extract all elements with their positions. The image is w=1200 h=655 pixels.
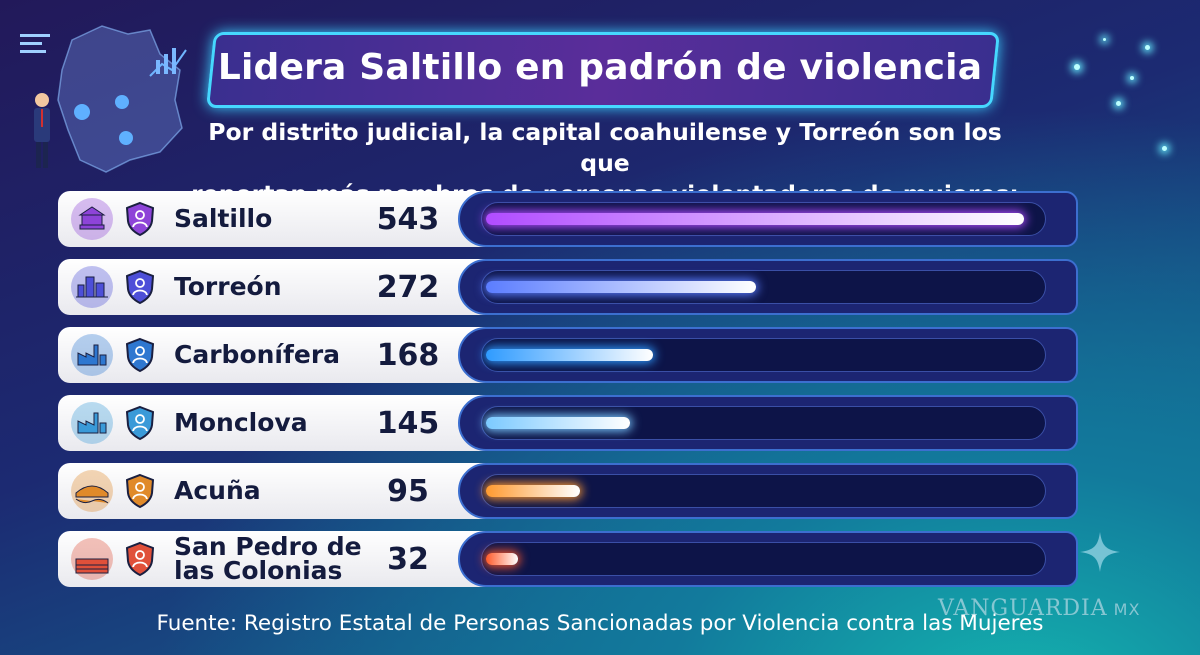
shield-person-icon xyxy=(124,405,156,441)
field-icon xyxy=(70,537,114,581)
watermark-text: VANGUARDIA xyxy=(938,596,1108,621)
value-label: 32 xyxy=(387,541,429,577)
bar xyxy=(486,281,756,293)
chart-row: Saltillo 543 xyxy=(58,191,1078,247)
factory-icon xyxy=(70,401,114,445)
category-label: Saltillo xyxy=(174,191,272,247)
category-label-line: Monclova xyxy=(174,408,308,437)
category-label-line: Carbonífera xyxy=(174,340,341,369)
category-label: Carbonífera xyxy=(174,327,340,383)
category-label: Acuña xyxy=(174,463,261,519)
category-label-line: Saltillo xyxy=(174,204,273,233)
value-label: 95 xyxy=(387,473,429,509)
chart-row: San Pedro de las Colonias 32 xyxy=(58,531,1078,587)
star-decoration xyxy=(1130,76,1134,80)
watermark-logo: VANGUARDIA MX xyxy=(938,596,1140,621)
category-label-line: las Colonias xyxy=(174,556,343,585)
bar xyxy=(486,485,581,497)
bar-track xyxy=(481,338,1046,372)
watermark-suffix: MX xyxy=(1113,600,1141,619)
bar xyxy=(486,553,518,565)
shield-person-icon xyxy=(124,473,156,509)
shield-person-icon xyxy=(124,201,156,237)
star-decoration xyxy=(1145,45,1150,50)
source-note: Fuente: Registro Estatal de Personas San… xyxy=(156,611,1044,636)
category-label-line: Torreón xyxy=(174,272,282,301)
map-illustration-icon xyxy=(20,25,187,173)
factory-icon xyxy=(70,333,114,377)
category-label: Torreón xyxy=(174,259,282,315)
chart-row: Acuña 95 xyxy=(58,463,1078,519)
chart-row: Monclova 145 xyxy=(58,395,1078,451)
shield-person-icon xyxy=(124,541,156,577)
shield-person-icon xyxy=(124,269,156,305)
bar xyxy=(486,417,630,429)
bar-track xyxy=(481,542,1046,576)
subtitle-line-1: Por distrito judicial, la capital coahui… xyxy=(208,118,1002,177)
bridge-icon xyxy=(70,469,114,513)
bar xyxy=(486,213,1025,225)
value-label: 272 xyxy=(376,269,440,305)
value-label: 145 xyxy=(376,405,440,441)
city-icon xyxy=(70,265,114,309)
shield-person-icon xyxy=(124,337,156,373)
value-label: 543 xyxy=(376,201,440,237)
building-icon xyxy=(70,197,114,241)
value-label: 168 xyxy=(376,337,440,373)
category-label: Monclova xyxy=(174,395,308,451)
bar xyxy=(486,349,653,361)
star-decoration xyxy=(1103,38,1106,41)
chart-row: Carbonífera 168 xyxy=(58,327,1078,383)
category-label-line: San Pedro de xyxy=(174,532,362,561)
star-decoration xyxy=(1116,101,1121,106)
star-decoration xyxy=(1162,146,1167,151)
star-decoration xyxy=(1074,64,1080,70)
page-title: Lidera Saltillo en padrón de violencia xyxy=(217,46,983,88)
sparkle-icon xyxy=(1080,532,1120,572)
chart-row: Torreón 272 xyxy=(58,259,1078,315)
category-label: San Pedro de las Colonias xyxy=(174,531,362,587)
category-label-line: Acuña xyxy=(174,476,261,505)
